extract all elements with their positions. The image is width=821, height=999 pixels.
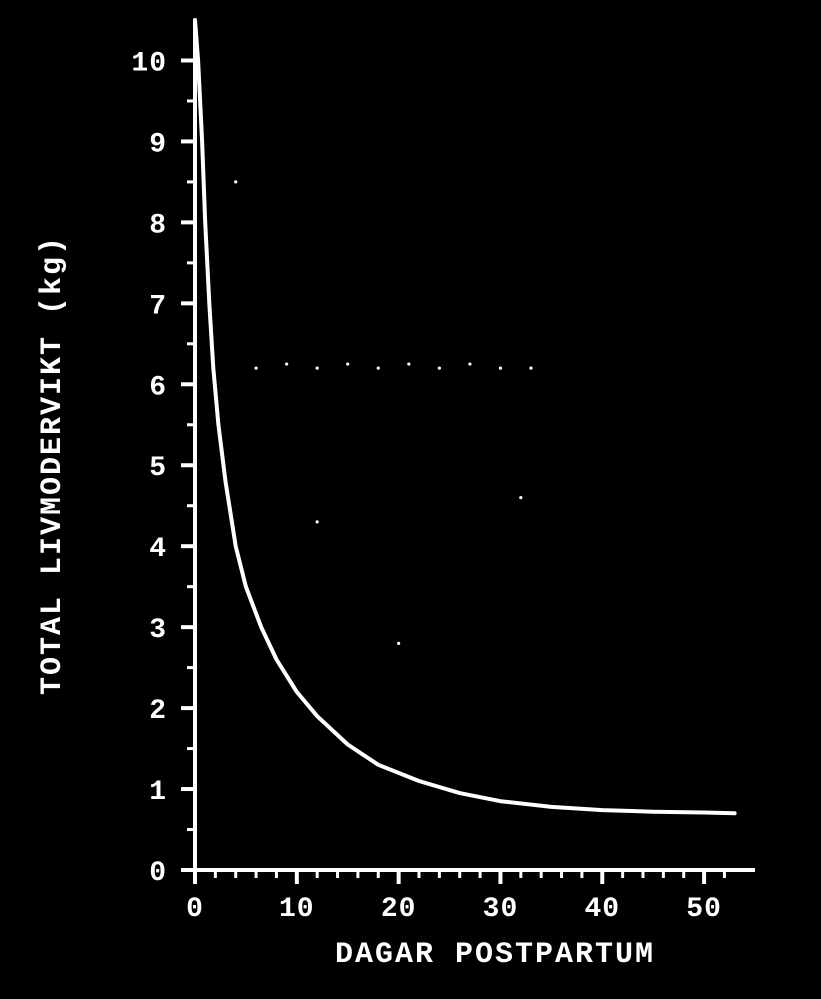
y-tick-label: 10 [131,48,167,79]
y-tick-label: 0 [149,858,167,889]
noise-dot [316,520,319,523]
y-tick-label: 6 [149,372,167,403]
noise-dot [397,642,400,645]
noise-dot [254,366,257,369]
noise-dot [285,362,288,365]
noise-dot [438,366,441,369]
noise-dot [519,496,522,499]
y-tick-label: 3 [149,615,167,646]
chart-background [0,0,821,999]
noise-dot [529,366,532,369]
x-tick-label: 40 [584,894,620,925]
chart-svg: 0 10 20 30 40 50 0 1 2 3 4 5 6 7 8 9 10 DAGAR POSTPARTUM T… [0,0,821,999]
y-axis-label: TOTAL LIVMODERVIKT (kg) [36,235,70,695]
chart-container: 0 10 20 30 40 50 0 1 2 3 4 5 6 7 8 9 10 DAGAR POSTPARTUM T… [0,0,821,999]
x-axis-label: DAGAR POSTPARTUM [335,938,655,972]
y-tick-label: 7 [149,291,167,322]
x-tick-label: 50 [686,894,722,925]
y-tick-label: 1 [149,777,167,808]
noise-dot [499,366,502,369]
x-tick-label: 30 [483,894,519,925]
x-tick-label: 20 [381,894,417,925]
y-tick-label: 4 [149,534,167,565]
noise-dot [234,180,237,183]
y-tick-label: 9 [149,129,167,160]
y-tick-label: 5 [149,453,167,484]
noise-dot [316,366,319,369]
x-tick-label: 10 [279,894,315,925]
y-tick-label: 2 [149,696,167,727]
x-tick-label: 0 [186,894,204,925]
noise-dot [346,362,349,365]
noise-dot [377,366,380,369]
noise-dot [468,362,471,365]
y-tick-label: 8 [149,210,167,241]
noise-dot [407,362,410,365]
